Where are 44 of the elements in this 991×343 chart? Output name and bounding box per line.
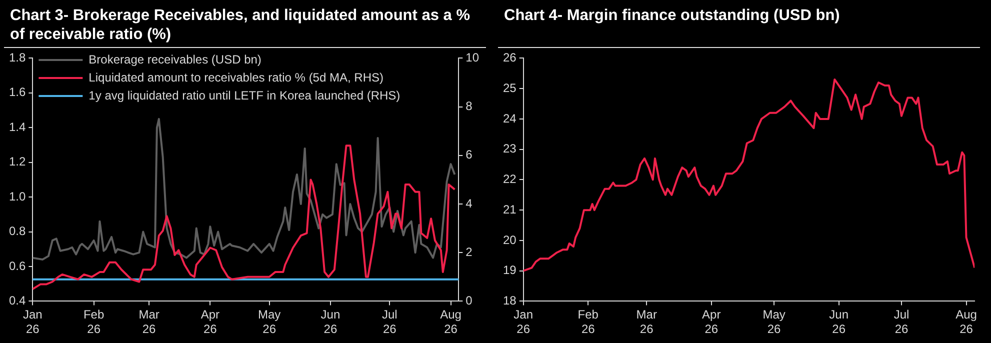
x-tick-label: Feb 26 (83, 308, 104, 336)
chart-title: Chart 3- Brokerage Receivables, and liquidated amount as a % of receivable ratio (%) (4, 4, 486, 48)
x-tick-label: Jul 26 (894, 308, 910, 336)
y2-tick-label: 0 (466, 294, 473, 308)
y-tick-label: 21 (502, 202, 517, 216)
x-tick-label: Jul 26 (382, 308, 398, 336)
x-tick-label: Jun 26 (320, 308, 340, 336)
y-tick-label: 1.0 (8, 189, 26, 204)
x-tick-label: May 26 (762, 308, 786, 336)
y-tick-label: 18 (502, 294, 517, 308)
x-tick-label: Mar 26 (138, 308, 160, 336)
y-tick-label: 20 (502, 232, 517, 247)
x-tick-label: Mar 26 (636, 308, 657, 336)
y-tick-label: 24 (502, 111, 517, 126)
legend-label: 1y avg liquidated ratio until LETF in Korea launched (RHS) (88, 88, 400, 102)
x-tick-label: Feb 26 (578, 308, 599, 336)
y-tick-label: 1.4 (8, 120, 26, 134)
y2-tick-label: 8 (466, 99, 473, 114)
y2-tick-label: 6 (466, 148, 473, 162)
y-tick-label: 1.8 (8, 50, 26, 65)
y-tick-label: 22 (502, 172, 517, 186)
y-tick-label: 19 (502, 263, 517, 278)
x-tick-label: Jan 26 (514, 308, 534, 336)
x-tick-label: Apr 26 (702, 308, 721, 336)
y-tick-label: 0.6 (8, 258, 26, 273)
y2-tick-label: 4 (466, 196, 473, 210)
x-tick-label: Aug 26 (956, 308, 977, 336)
y-tick-label: 0.4 (8, 294, 26, 308)
y2-tick-label: 10 (466, 50, 480, 65)
x-tick-label: Jun 26 (829, 308, 848, 336)
y-tick-label: 0.8 (8, 224, 26, 238)
y-tick-label: 23 (502, 142, 517, 156)
chart-title: Chart 4- Margin finance outstanding (USD bn) (498, 4, 980, 48)
y-tick-label: 1.2 (8, 154, 26, 169)
legend-label: Brokerage receivables (USD bn) (88, 52, 262, 66)
y2-tick-label: 2 (466, 244, 473, 259)
legend-label: Liquidated amount to receivables ratio % (5d MA, RHS) (88, 70, 384, 84)
y-tick-label: 25 (502, 80, 517, 95)
x-tick-label: Aug 26 (440, 308, 462, 336)
x-tick-label: Jan 26 (23, 308, 42, 336)
y-tick-label: 26 (502, 50, 517, 65)
x-tick-label: Apr 26 (200, 308, 220, 336)
y-tick-label: 1.6 (8, 85, 26, 100)
x-tick-label: May 26 (258, 308, 281, 336)
